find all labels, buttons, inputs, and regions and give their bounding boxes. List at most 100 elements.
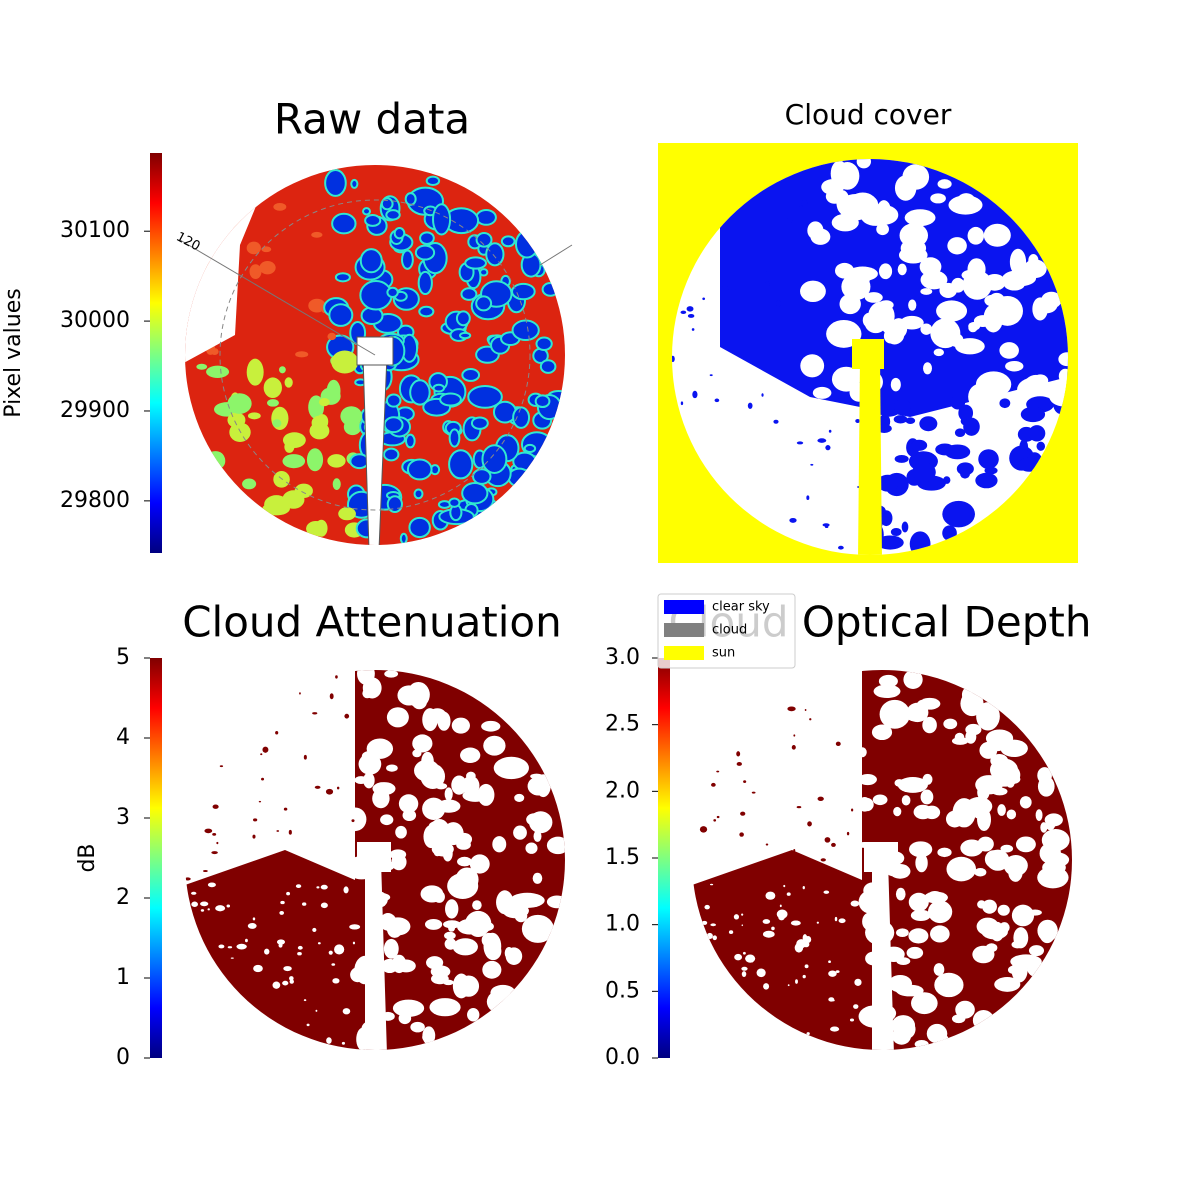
disk — [692, 670, 1072, 1050]
blob — [810, 463, 814, 466]
blob — [252, 917, 256, 921]
blob — [456, 839, 471, 850]
blob — [447, 872, 479, 900]
polar-ring — [219, 199, 531, 511]
blob — [332, 978, 340, 984]
blob — [413, 488, 424, 500]
blob — [207, 882, 216, 888]
colorbar-tick-label: 30100 — [60, 218, 130, 243]
blob — [1015, 836, 1036, 853]
blob — [204, 828, 213, 834]
blob — [185, 877, 191, 881]
blob — [765, 843, 769, 846]
blob — [386, 764, 398, 772]
blob — [291, 855, 295, 861]
blob — [787, 984, 790, 987]
blob — [726, 269, 732, 273]
colorbar-tick-label: 3 — [116, 805, 130, 830]
blob — [943, 476, 951, 484]
blob — [1044, 852, 1070, 868]
blob — [864, 292, 883, 303]
cloud-region — [185, 850, 355, 1050]
blob — [419, 231, 435, 246]
blob — [898, 246, 928, 264]
blob — [350, 178, 359, 189]
blob — [314, 785, 321, 789]
colorbar — [150, 658, 162, 1058]
blob — [990, 753, 1009, 768]
blob — [546, 895, 565, 909]
blob — [977, 836, 994, 852]
blob — [247, 412, 261, 420]
blob — [835, 970, 840, 974]
blob — [762, 930, 775, 938]
blob — [854, 978, 862, 986]
blob — [215, 905, 226, 912]
blob — [431, 841, 454, 857]
blob — [327, 454, 346, 468]
blob — [297, 952, 302, 956]
blob — [505, 947, 523, 965]
blob — [1042, 845, 1057, 856]
blob — [908, 299, 917, 311]
blob — [272, 981, 281, 989]
blob — [878, 263, 893, 280]
blob — [798, 224, 803, 228]
blob — [535, 774, 551, 798]
blob — [994, 977, 1021, 992]
blob — [289, 491, 302, 503]
blob — [279, 366, 286, 374]
blob — [942, 500, 975, 528]
blob — [399, 532, 408, 545]
blob — [271, 406, 289, 431]
blob — [344, 807, 367, 832]
colorbar-tick-label: 5 — [116, 645, 130, 670]
blob — [800, 280, 826, 303]
blob — [809, 718, 812, 721]
blob — [937, 847, 952, 858]
blob — [807, 821, 812, 827]
blob — [417, 270, 433, 296]
legend-label: sun — [712, 646, 735, 661]
blob — [899, 223, 929, 248]
blob — [387, 921, 403, 938]
blob — [395, 825, 407, 839]
blob — [983, 223, 1011, 247]
blob — [312, 712, 318, 715]
blob — [469, 854, 490, 874]
blob — [794, 942, 804, 953]
blob — [967, 226, 985, 245]
blob — [984, 850, 1003, 869]
blob — [284, 440, 295, 453]
blob — [922, 716, 937, 734]
blob — [410, 1021, 425, 1033]
blob — [878, 674, 898, 688]
blob — [935, 443, 955, 456]
blob — [904, 209, 936, 227]
blob — [824, 837, 831, 843]
blob — [783, 884, 786, 888]
blob — [742, 951, 746, 955]
blob — [999, 398, 1011, 409]
blob — [853, 1004, 859, 1009]
colorbar-tick-label: 0 — [116, 1045, 130, 1070]
blob — [789, 517, 797, 523]
blob — [711, 782, 716, 787]
blob — [850, 900, 860, 907]
blob — [972, 945, 995, 964]
polar-axis — [539, 244, 573, 266]
blob — [855, 418, 861, 423]
blob — [1041, 829, 1070, 852]
blob — [286, 891, 291, 896]
image: 120 — [174, 165, 573, 545]
blob — [334, 272, 351, 283]
blob — [952, 798, 976, 828]
blob — [812, 386, 832, 399]
blob — [381, 958, 399, 974]
blob — [320, 884, 328, 890]
blob — [306, 448, 324, 472]
blob — [736, 751, 741, 757]
blob — [951, 1014, 966, 1024]
blob — [461, 368, 481, 382]
blob — [264, 495, 289, 514]
